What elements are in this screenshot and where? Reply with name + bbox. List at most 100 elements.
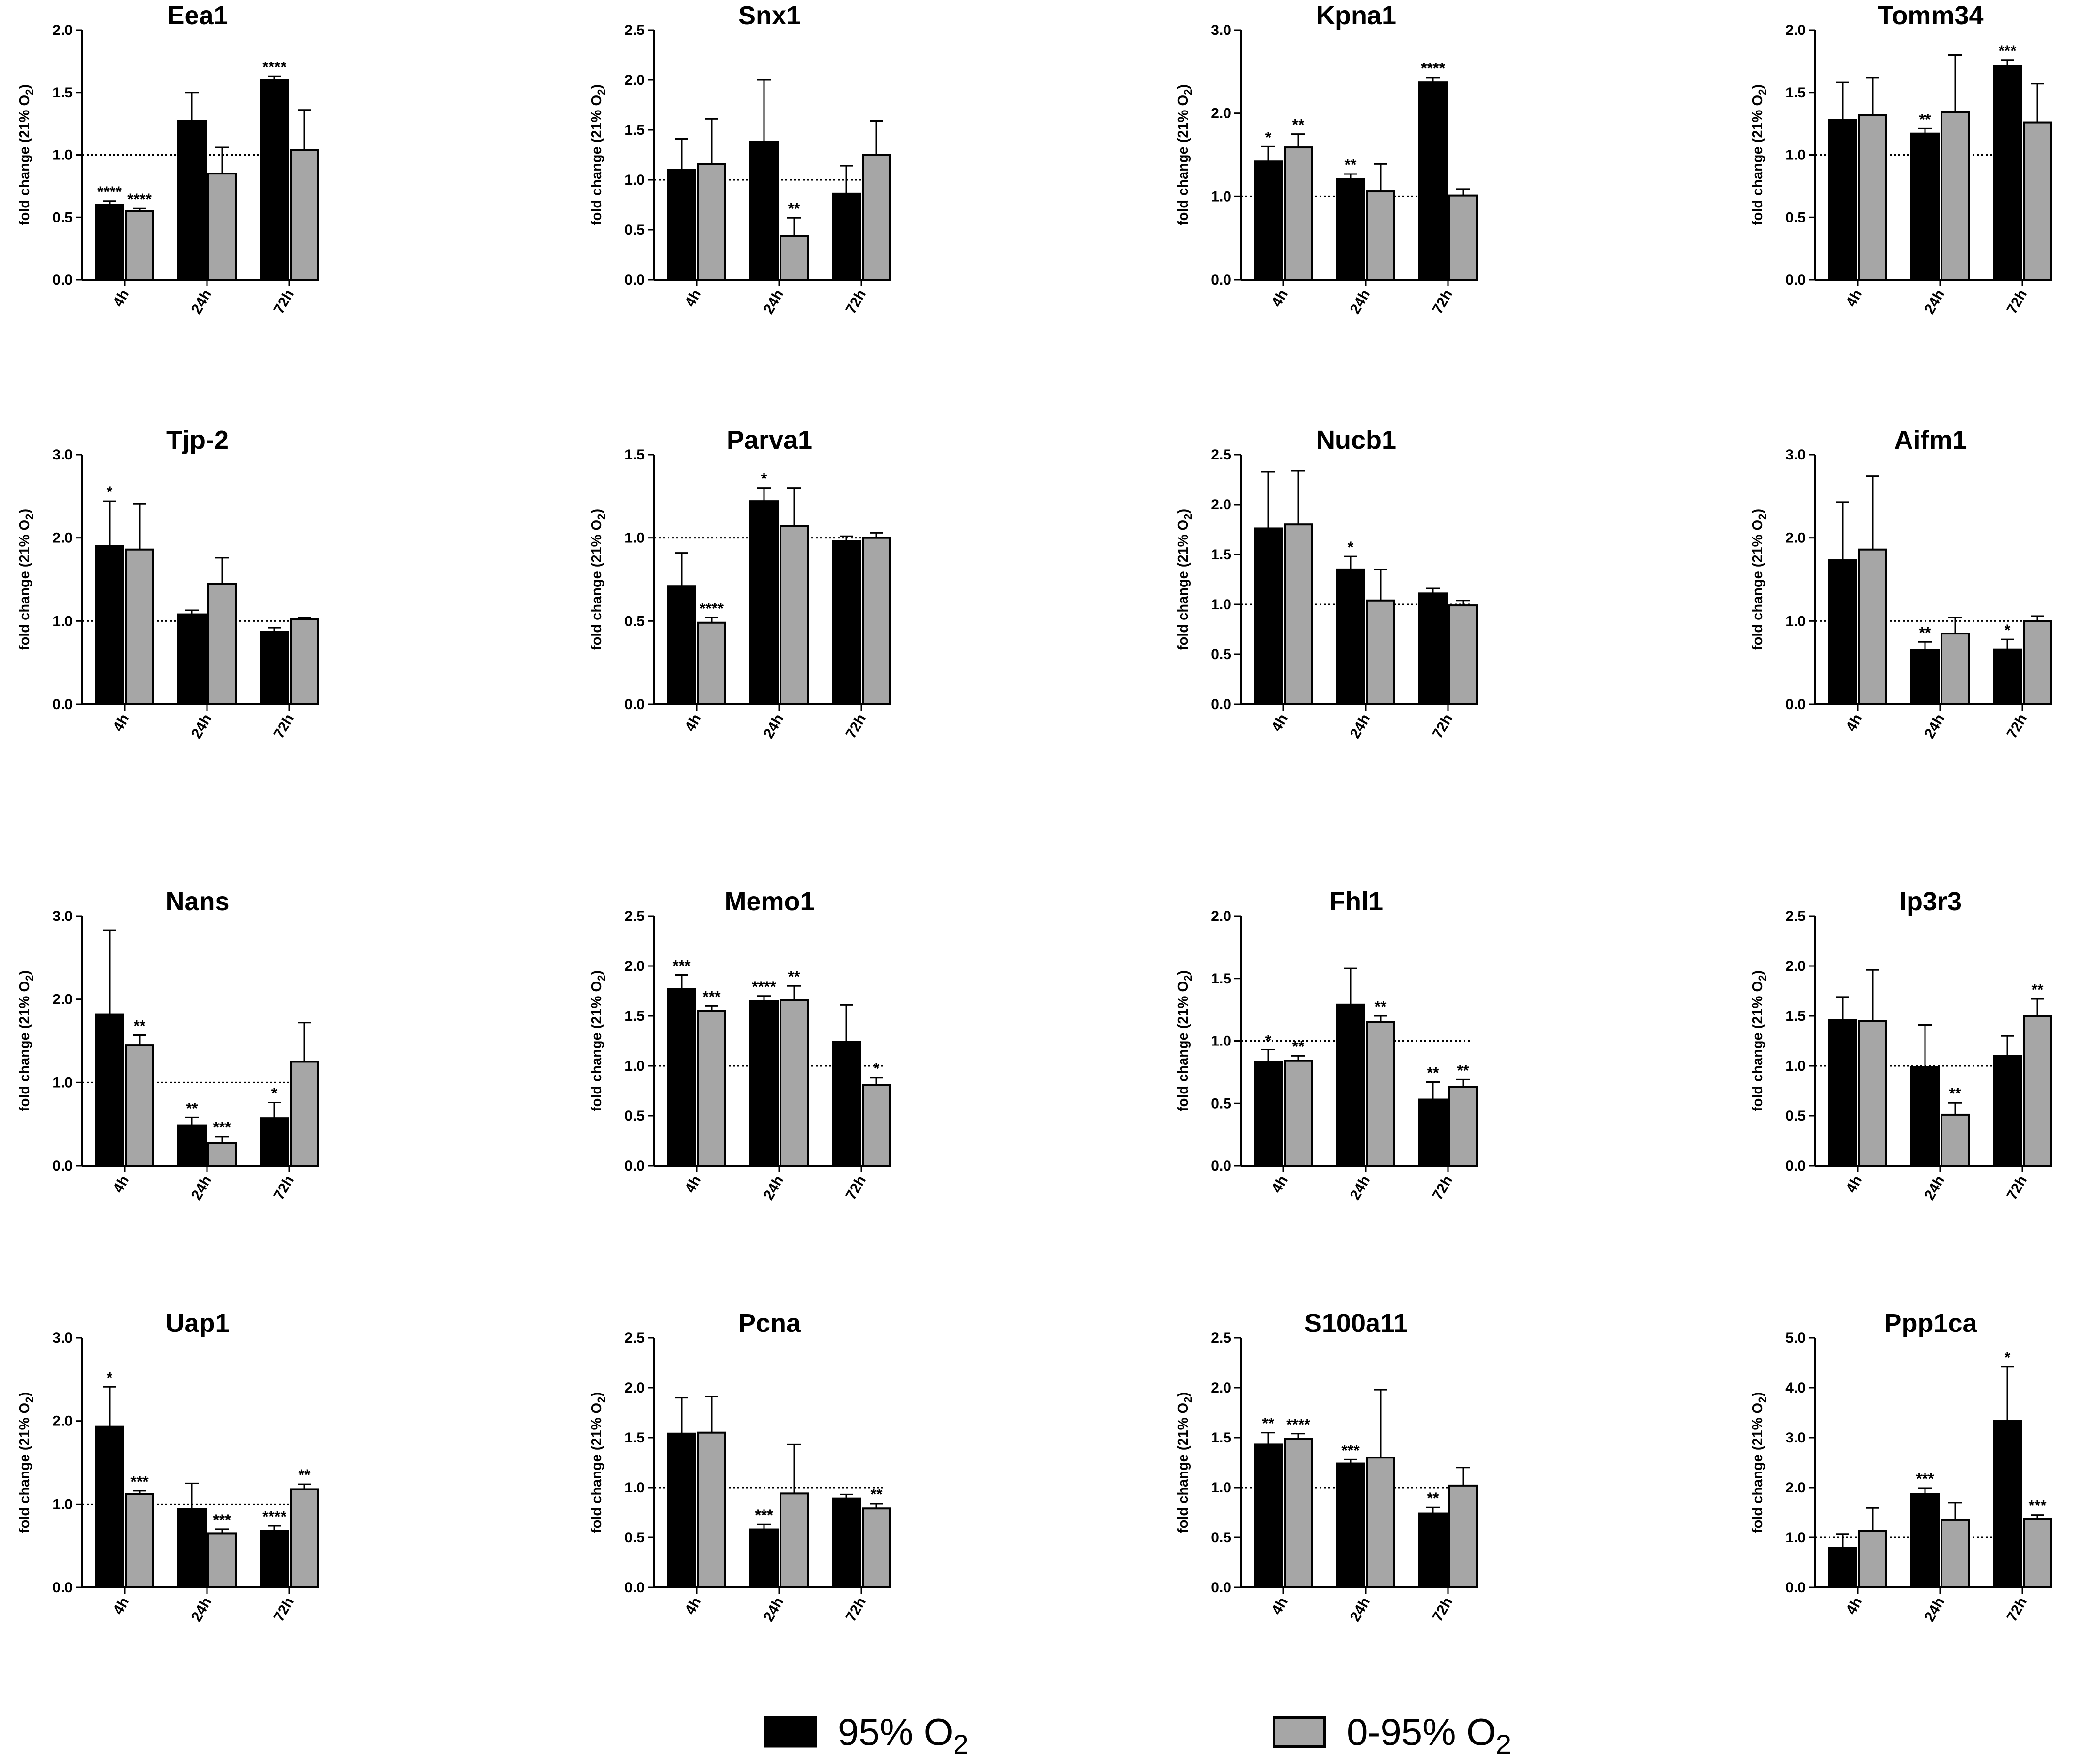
y-tick-label: 2.0 (1785, 530, 1806, 546)
y-tick-label: 1.0 (52, 613, 73, 629)
y-tick-label: 0.0 (52, 1580, 73, 1596)
y-tick-label: 0.0 (1211, 697, 1231, 713)
y-tick-label: 2.5 (624, 1330, 645, 1346)
y-tick-label: 1.0 (1211, 189, 1231, 205)
y-axis-label: fold change (21% O2) (17, 970, 35, 1111)
legend-item-95: 95% O2 (764, 1710, 969, 1758)
y-tick-label: 1.5 (1211, 547, 1231, 563)
y-tick-label: 2.0 (624, 72, 645, 88)
y-tick-label: 2.5 (1785, 908, 1806, 924)
y-tick-label: 2.0 (624, 958, 645, 974)
bar-0-95-72h (862, 1507, 891, 1589)
bar-0-95-4h (1284, 1438, 1313, 1589)
y-tick-label: 3.0 (1211, 22, 1231, 38)
panel-ip3r3: Ip3r3 fold change (21% O2) ** ** 0.0 0.5 1.0 1.… (1750, 887, 2052, 1203)
significance-0-95-72h: * (874, 1060, 880, 1077)
significance-0-95-4h: ** (134, 1017, 146, 1034)
bar-95-72h (1993, 648, 2022, 705)
y-tick-label: 2.0 (1785, 1480, 1806, 1496)
significance-95-72h: * (2005, 621, 2011, 639)
legend-item-0-95: 0-95% O2 (1273, 1710, 1511, 1758)
significance-95-4h: * (107, 1369, 113, 1386)
panel-title: Kpna1 (1316, 1, 1396, 30)
panel-eea1: Eea1 fold change (21% O2) **** **** **** 0.0 0… (17, 1, 319, 317)
bar-0-95-24h (1366, 1021, 1395, 1167)
y-tick-label: 1.5 (52, 85, 73, 101)
bar-0-95-4h (697, 621, 726, 706)
y-tick-label: 1.0 (1785, 1058, 1806, 1074)
bar-95-72h (260, 631, 289, 706)
panel-title: Snx1 (738, 1, 801, 30)
bar-0-95-72h (1448, 604, 1478, 706)
significance-0-95-4h: **** (127, 190, 152, 208)
panel-title: Fhl1 (1329, 887, 1383, 916)
panel-title: Eea1 (167, 1, 228, 30)
y-axis-label: fold change (21% O2) (17, 84, 35, 225)
significance-0-95-72h: ** (299, 1466, 311, 1484)
y-tick-label: 0.0 (1211, 1158, 1231, 1174)
significance-0-95-72h: ** (1457, 1061, 1469, 1079)
y-tick-label: 3.0 (1785, 1430, 1806, 1446)
bar-0-95-72h (1448, 1086, 1478, 1167)
significance-95-72h: * (2005, 1349, 2011, 1366)
y-axis-label: fold change (21% O2) (589, 509, 607, 650)
bar-95-4h (1828, 1019, 1857, 1167)
bar-95-72h (832, 1041, 861, 1167)
bar-0-95-72h (2023, 620, 2052, 706)
y-tick-label: 0.5 (1211, 647, 1231, 663)
bar-0-95-72h (1448, 194, 1478, 281)
bar-95-72h (1418, 592, 1448, 705)
bar-95-24h (177, 1508, 207, 1588)
bar-0-95-72h (2023, 1015, 2052, 1167)
bar-0-95-4h (125, 1493, 154, 1589)
y-tick-label: 0.0 (1211, 272, 1231, 288)
bar-0-95-24h (207, 1532, 237, 1589)
bar-0-95-72h (290, 1488, 319, 1589)
y-axis-label: fold change (21% O2) (1176, 1392, 1194, 1533)
y-tick-label: 2.0 (52, 22, 73, 38)
significance-95-72h: **** (262, 1508, 286, 1525)
bar-0-95-4h (125, 210, 154, 281)
panel-title: Nucb1 (1316, 426, 1396, 455)
y-tick-label: 1.0 (1211, 1033, 1231, 1049)
y-tick-label: 0.5 (1785, 1108, 1806, 1124)
bar-0-95-24h (1366, 190, 1395, 281)
y-tick-label: 4.0 (1785, 1380, 1806, 1396)
bar-95-24h (749, 1528, 779, 1589)
bar-0-95-24h (207, 173, 237, 281)
bar-95-72h (1993, 65, 2022, 281)
y-tick-label: 0.5 (1211, 1530, 1231, 1546)
legend: 95% O2 0-95% O2 (764, 1710, 1511, 1758)
panel-title: Uap1 (165, 1309, 229, 1338)
bar-95-4h (1254, 527, 1283, 705)
bar-95-24h (1336, 568, 1365, 706)
significance-95-24h: *** (755, 1506, 773, 1524)
significance-0-95-4h: ** (1292, 1038, 1305, 1055)
significance-95-24h: *** (1916, 1470, 1934, 1488)
y-tick-label: 1.0 (624, 172, 645, 188)
bar-95-4h (1828, 1547, 1857, 1588)
bar-0-95-24h (780, 1492, 809, 1589)
y-tick-label: 2.0 (1785, 22, 1806, 38)
y-tick-label: 0.5 (624, 613, 645, 629)
y-tick-label: 0.5 (624, 1108, 645, 1124)
significance-95-4h: ** (1262, 1415, 1274, 1432)
y-tick-label: 3.0 (52, 1330, 73, 1346)
bar-95-4h (95, 204, 124, 281)
bar-95-72h (1418, 1098, 1448, 1167)
significance-95-24h: ** (1345, 156, 1357, 174)
y-tick-label: 1.5 (624, 122, 645, 138)
y-axis-label: fold change (21% O2) (17, 1392, 35, 1533)
y-tick-label: 0.0 (624, 697, 645, 713)
y-axis-label: fold change (21% O2) (1176, 84, 1194, 225)
y-tick-label: 2.0 (1211, 908, 1231, 924)
y-tick-label: 2.5 (624, 22, 645, 38)
panel-title: Tjp-2 (166, 426, 229, 455)
panel-title: Tomm34 (1877, 1, 1983, 30)
bar-95-72h (832, 192, 861, 281)
y-tick-label: 0.0 (624, 272, 645, 288)
